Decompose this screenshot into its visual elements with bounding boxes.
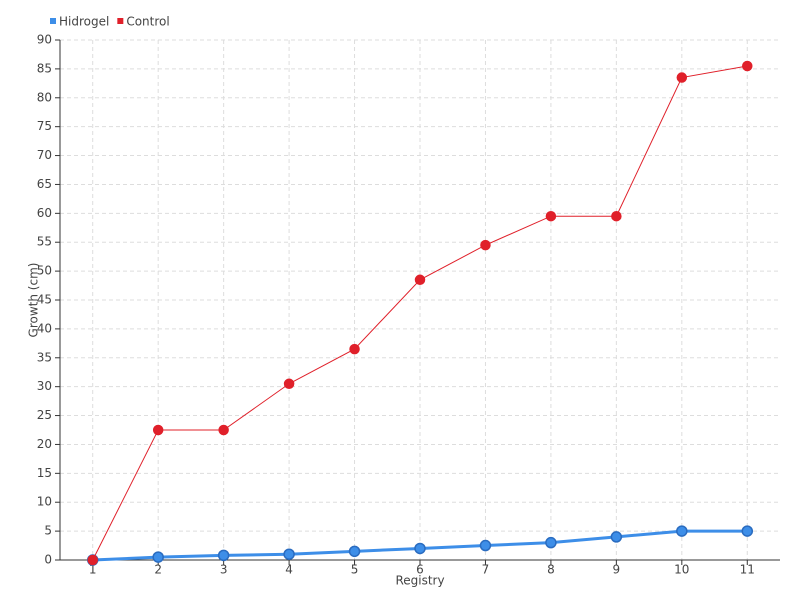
data-point: [414, 274, 426, 286]
x-tick-label: 2: [154, 563, 162, 577]
y-tick-label: 0: [44, 553, 52, 567]
x-tick-label: 5: [351, 563, 359, 577]
y-tick-label: 25: [37, 408, 52, 422]
x-axis-label: Registry: [395, 574, 444, 588]
y-tick-label: 5: [44, 524, 52, 538]
y-tick-label: 50: [37, 264, 52, 278]
data-point: [676, 72, 688, 83]
x-tick-label: 7: [482, 563, 490, 577]
data-point: [480, 239, 491, 251]
data-point: [87, 554, 98, 566]
x-tick-label: 1: [89, 563, 97, 577]
x-tick-label: 3: [220, 563, 228, 577]
data-point: [283, 378, 295, 390]
y-tick-label: 60: [37, 206, 52, 220]
x-tick-label: 6: [416, 563, 424, 577]
y-tick-label: 85: [37, 61, 52, 75]
legend-label: Control: [126, 15, 169, 29]
data-point: [218, 424, 229, 436]
data-point: [152, 551, 164, 563]
x-tick-label: 10: [674, 563, 689, 577]
data-point: [283, 548, 295, 560]
x-tick-label: 9: [613, 563, 621, 577]
data-point: [611, 210, 622, 222]
y-tick-label: 65: [37, 177, 52, 191]
data-point: [348, 545, 361, 558]
data-point: [479, 539, 492, 552]
y-tick-label: 70: [37, 148, 52, 162]
legend-swatch: [50, 18, 56, 24]
y-tick-label: 35: [37, 350, 52, 364]
y-tick-label: 10: [37, 495, 52, 509]
y-tick-label: 75: [37, 119, 52, 133]
data-point: [610, 531, 623, 543]
x-tick-label: 4: [285, 563, 293, 577]
data-point: [217, 549, 230, 562]
data-point: [676, 525, 688, 537]
y-tick-label: 20: [37, 437, 52, 451]
data-point: [152, 424, 164, 436]
y-tick-label: 55: [37, 235, 52, 249]
y-tick-label: 15: [37, 466, 52, 480]
data-point: [545, 210, 557, 222]
x-tick-label: 8: [547, 563, 555, 577]
y-tick-label: 45: [37, 293, 52, 307]
y-axis-label: Growth (cm): [27, 263, 41, 338]
data-point: [349, 343, 360, 355]
data-point: [414, 542, 426, 555]
x-tick-label: 11: [740, 563, 755, 577]
data-point: [742, 60, 753, 72]
y-tick-label: 90: [37, 33, 52, 47]
legend-swatch: [117, 18, 124, 24]
y-tick-label: 40: [37, 321, 52, 335]
data-point: [545, 536, 557, 549]
data-point: [741, 525, 754, 537]
y-tick-label: 30: [37, 379, 52, 393]
legend-label: Hidrogel: [59, 15, 109, 29]
y-tick-label: 80: [37, 90, 52, 104]
